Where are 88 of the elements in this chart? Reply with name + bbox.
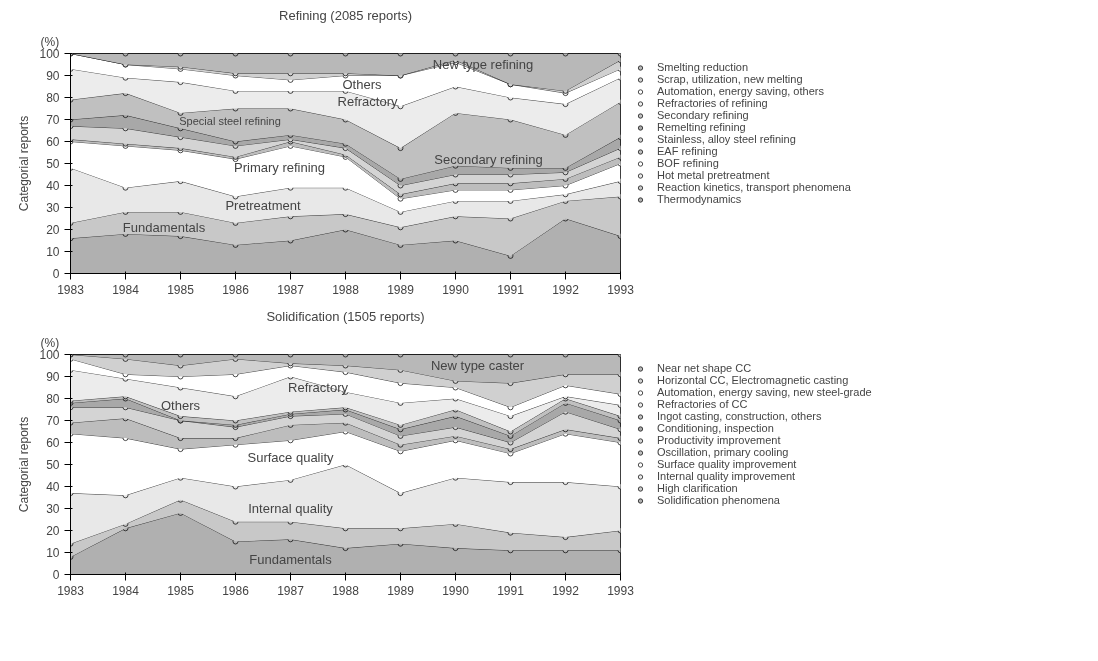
y-tick-label: 30 xyxy=(46,201,60,215)
y-tick-label: 0 xyxy=(52,267,60,281)
y-axis-title: Categorial reports xyxy=(17,115,32,212)
legend-label: Surface quality improvement xyxy=(657,458,797,470)
x-tick-label: 1986 xyxy=(222,583,250,598)
x-tick-label: 1989 xyxy=(387,583,415,598)
y-tick-label: 100 xyxy=(39,348,60,362)
x-tick-label: 1987 xyxy=(277,583,305,598)
legend-label: Remelting refining xyxy=(657,121,746,133)
annotation: Refractory xyxy=(288,380,349,395)
y-tick-label: 40 xyxy=(46,480,60,494)
x-tick-label: 1984 xyxy=(112,583,140,598)
y-tick-label: 60 xyxy=(46,436,60,450)
x-tick-label: 1986 xyxy=(222,282,250,297)
x-tick-label: 1990 xyxy=(442,583,470,598)
annotation: Fundamentals xyxy=(122,219,206,235)
annotation: New type caster xyxy=(430,358,525,373)
annotation: Refractory xyxy=(337,94,398,110)
y-tick-label: 10 xyxy=(46,245,60,259)
x-tick-label: 1985 xyxy=(167,583,195,598)
x-tick-label: 1992 xyxy=(552,282,580,297)
y-tick-label: 90 xyxy=(46,69,60,83)
y-tick-label: 70 xyxy=(46,113,60,127)
y-tick-label: 40 xyxy=(46,179,60,193)
legend-label: Refractories of refining xyxy=(657,97,768,109)
y-tick-label: 60 xyxy=(46,135,60,149)
annotation: Special steel refining xyxy=(179,114,281,127)
legend-label: Productivity improvement xyxy=(657,434,781,446)
x-tick-label: 1985 xyxy=(167,282,195,297)
x-tick-label: 1991 xyxy=(497,583,525,598)
y-tick-label: 50 xyxy=(46,458,60,472)
y-tick-label: 20 xyxy=(46,223,60,237)
legend-label: Oscillation, primary cooling xyxy=(657,446,789,458)
x-tick-label: 1992 xyxy=(552,583,580,598)
annotation: Pretreatment xyxy=(225,197,301,213)
legend-label: Scrap, utilization, new melting xyxy=(657,73,803,85)
y-tick-label: 0 xyxy=(52,568,60,582)
chart-title: Solidification (1505 reports) xyxy=(266,308,425,324)
x-tick-label: 1987 xyxy=(277,282,305,297)
annotation: Primary refining xyxy=(233,160,326,176)
x-tick-label: 1983 xyxy=(57,282,85,297)
legend-label: Thermodynamics xyxy=(657,193,742,205)
legend-label: Reaction kinetics, transport phenomena xyxy=(657,181,851,193)
y-tick-label: 90 xyxy=(46,370,60,384)
text: (%) xyxy=(40,335,60,350)
legend-label: EAF refining xyxy=(657,145,718,157)
y-tick-label: 80 xyxy=(46,91,60,105)
x-tick-label: 1989 xyxy=(387,282,415,297)
x-tick-label: 1993 xyxy=(607,583,635,598)
legend-label: Hot metal pretreatment xyxy=(657,169,770,181)
x-tick-label: 1988 xyxy=(332,282,360,297)
y-tick-label: 10 xyxy=(46,546,60,560)
legend-label: BOF refining xyxy=(657,157,719,169)
y-axis-title: Categorial reports xyxy=(17,416,32,513)
chart-title: Refining (2085 reports) xyxy=(279,7,412,23)
legend-label: Solidification phenomena xyxy=(657,494,780,506)
x-tick-label: 1991 xyxy=(497,282,525,297)
legend-label: Automation, energy saving, new steel-grade xyxy=(657,386,872,398)
legend-label: Stainless, alloy steel refining xyxy=(657,133,796,145)
x-tick-label: 1988 xyxy=(332,583,360,598)
legend-label: Refractories of CC xyxy=(657,398,748,410)
annotation: Secondary refining xyxy=(434,151,543,167)
annotation: Others xyxy=(160,397,201,413)
legend-label: Automation, energy saving, others xyxy=(657,85,824,97)
legend-label: Ingot casting, construction, others xyxy=(657,410,822,422)
x-tick-label: 1983 xyxy=(57,583,85,598)
annotation: Internal quality xyxy=(248,501,334,516)
legend-label: Secondary refining xyxy=(657,109,749,121)
legend-label: Horizontal CC, Electromagnetic casting xyxy=(657,374,849,386)
legend-label: High clarification xyxy=(657,482,738,494)
annotation: New type refining xyxy=(432,57,534,72)
y-tick-label: 30 xyxy=(46,502,60,516)
legend-label: Internal quality improvement xyxy=(657,470,796,482)
x-tick-label: 1993 xyxy=(607,282,635,297)
x-tick-label: 1990 xyxy=(442,282,470,297)
legend-label: Near net shape CC xyxy=(657,362,752,374)
y-tick-label: 100 xyxy=(39,47,60,61)
legend-label: Smelting reduction xyxy=(657,61,749,73)
legend-label: Conditioning, inspection xyxy=(657,422,774,434)
y-tick-label: 80 xyxy=(46,392,60,406)
x-tick-label: 1984 xyxy=(112,282,140,297)
y-tick-label: 70 xyxy=(46,414,60,428)
text: (%) xyxy=(40,34,60,49)
annotation: Others xyxy=(342,76,383,92)
annotation: Fundamentals xyxy=(249,551,333,567)
y-tick-label: 50 xyxy=(46,157,60,171)
annotation: Surface quality xyxy=(247,450,334,466)
y-tick-label: 20 xyxy=(46,524,60,538)
